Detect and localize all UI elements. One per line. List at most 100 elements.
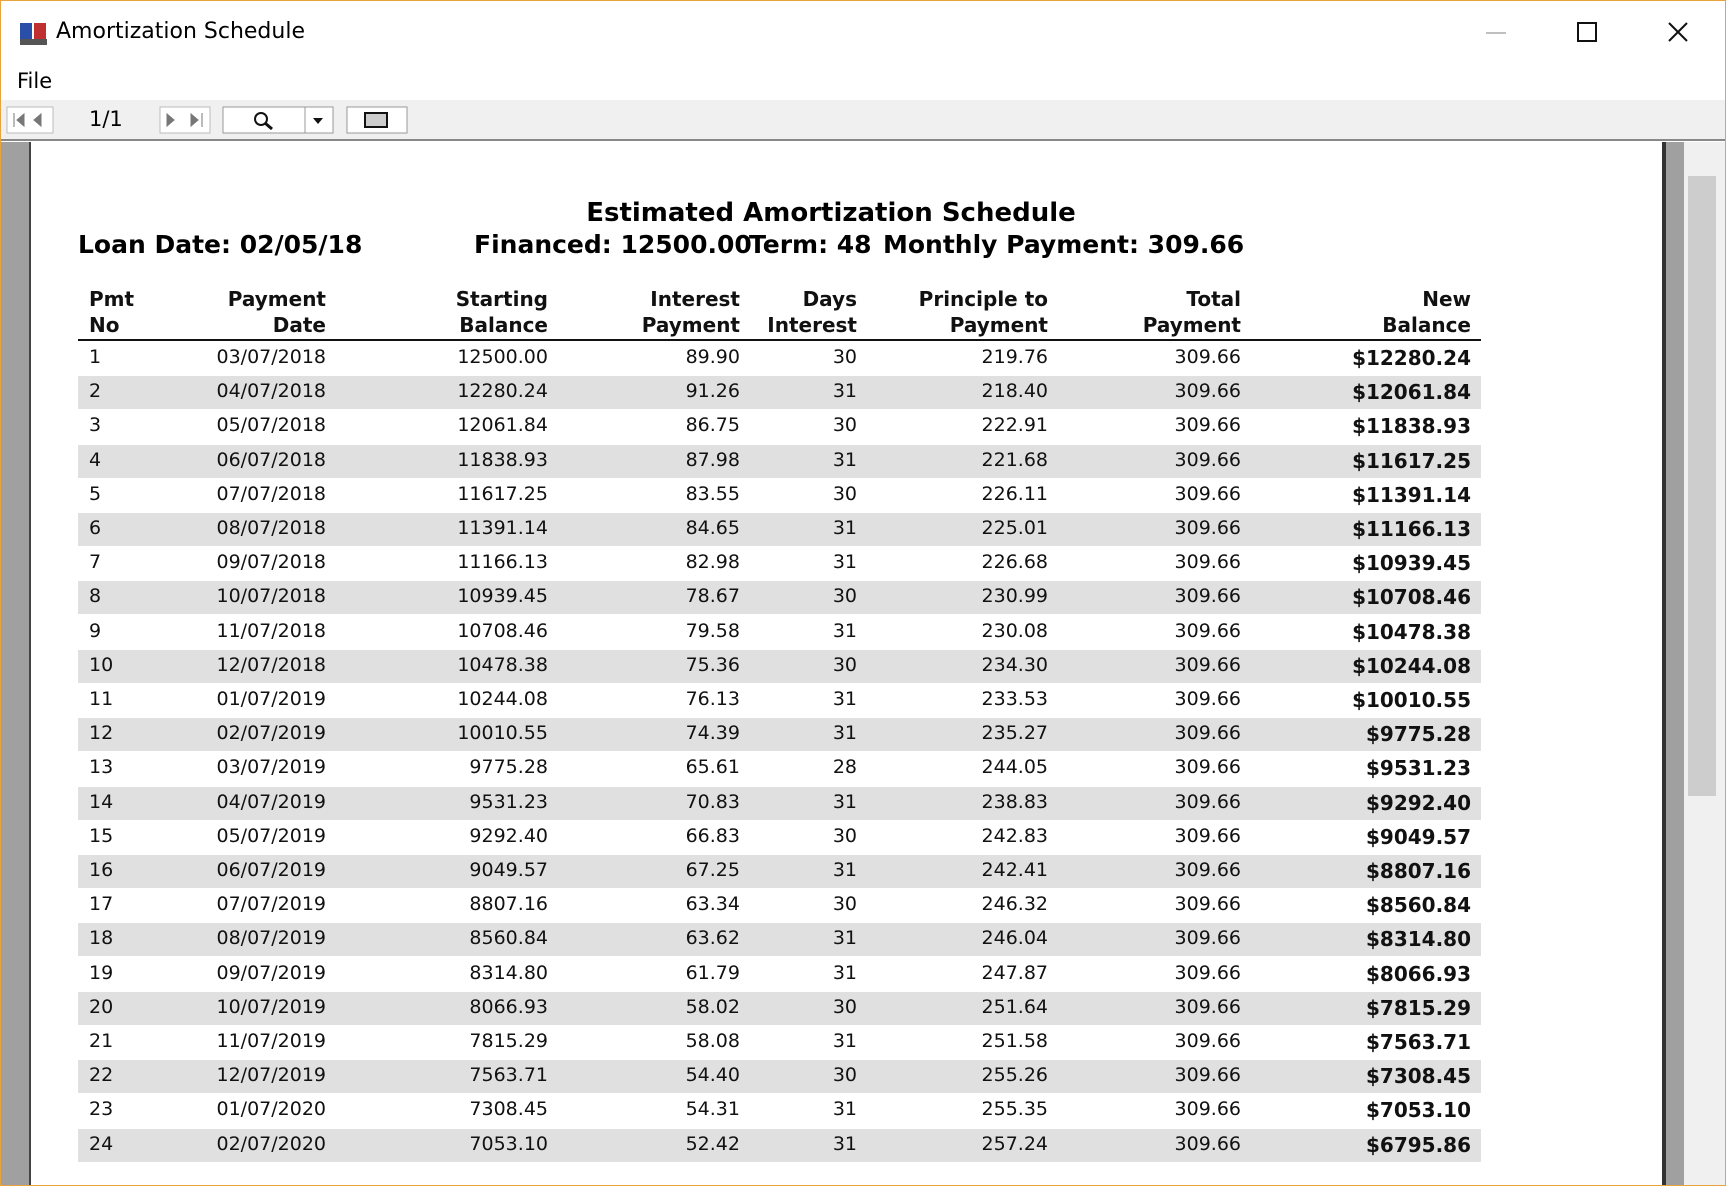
- table-cell: 12: [89, 722, 114, 745]
- row-shade: [78, 513, 1481, 546]
- table-cell: 234.30: [981, 653, 1048, 676]
- table-cell: 31: [832, 927, 857, 950]
- table-cell: 54.40: [685, 1064, 740, 1087]
- table-cell: 3: [89, 414, 102, 437]
- column-header: Balance: [1382, 313, 1471, 337]
- table-cell: 309.66: [1174, 1132, 1241, 1155]
- scrollbar[interactable]: [1684, 142, 1725, 1185]
- table-cell: 76.13: [685, 688, 740, 710]
- table-cell: 31: [832, 722, 857, 745]
- row-shade: [78, 649, 1481, 683]
- table-cell: 309.66: [1174, 619, 1241, 642]
- table-cell: 10478.38: [457, 653, 548, 676]
- table-cell: 11/07/2018: [216, 619, 326, 642]
- table-cell: 82.98: [685, 551, 740, 574]
- table-cell: 7: [89, 551, 102, 574]
- menu-file[interactable]: File: [17, 69, 53, 93]
- table-cell: 9292.40: [469, 824, 548, 847]
- table-cell: 309.66: [1174, 688, 1241, 710]
- table-cell: 04/07/2019: [216, 790, 326, 813]
- table-cell: 238.83: [981, 790, 1048, 813]
- table-cell: $12280.24: [1352, 346, 1471, 370]
- window-controls[interactable]: [1471, 15, 1711, 51]
- table-cell: 8560.84: [469, 927, 548, 950]
- table-cell: $9049.57: [1365, 824, 1471, 849]
- column-header: Total: [1186, 287, 1241, 311]
- table-cell: 31: [832, 859, 857, 881]
- table-cell: 12/07/2018: [216, 653, 326, 676]
- table-cell: 31: [832, 448, 857, 471]
- table-cell: 15: [89, 824, 114, 847]
- table-cell: 8314.80: [469, 961, 548, 984]
- row-shade: [78, 786, 1481, 820]
- table-cell: 19: [89, 961, 114, 984]
- table-cell: 63.62: [685, 927, 740, 950]
- table-cell: 16: [89, 859, 114, 881]
- table-cell: 07/07/2018: [216, 482, 326, 505]
- table-cell: 230.99: [981, 585, 1048, 608]
- column-header: Payment: [641, 313, 740, 337]
- table-cell: 11: [89, 688, 114, 710]
- table-cell: $12061.84: [1352, 380, 1471, 405]
- table-cell: 66.83: [685, 824, 740, 847]
- table-cell: $11166.13: [1352, 517, 1471, 541]
- row-shade: [78, 923, 1481, 957]
- column-header: Payment: [1142, 313, 1241, 337]
- table-cell: $7815.29: [1365, 995, 1471, 1020]
- table-cell: 309.66: [1174, 1098, 1241, 1121]
- toolbar-buttons[interactable]: [5, 105, 415, 135]
- table-cell: $11838.93: [1352, 414, 1471, 439]
- term: Term: 48: [749, 230, 872, 259]
- table-cell: 309.66: [1174, 824, 1241, 847]
- table-cell: 22: [89, 1064, 114, 1087]
- table-cell: 05/07/2018: [216, 414, 326, 437]
- table-cell: 246.32: [981, 893, 1048, 916]
- table-cell: 9775.28: [469, 756, 548, 779]
- report-page: Estimated Amortization Schedule Loan Dat…: [31, 142, 1658, 1182]
- table-cell: 30: [832, 346, 857, 368]
- table-cell: 02/07/2020: [216, 1132, 326, 1155]
- table-cell: $10244.08: [1352, 653, 1471, 678]
- table-cell: 230.08: [981, 619, 1048, 642]
- table-cell: 61.79: [685, 961, 740, 984]
- table-cell: 03/07/2019: [216, 756, 326, 779]
- table-cell: 9: [89, 619, 102, 642]
- table-cell: 74.39: [685, 722, 740, 745]
- table-cell: 309.66: [1174, 346, 1241, 368]
- table-cell: 06/07/2018: [216, 448, 326, 471]
- table-cell: 242.83: [981, 824, 1048, 847]
- table-cell: 30: [832, 414, 857, 437]
- table-cell: 4: [89, 448, 102, 471]
- table-cell: 257.24: [981, 1132, 1048, 1155]
- table-cell: 31: [832, 1030, 857, 1052]
- table-cell: 31: [832, 961, 857, 984]
- table-cell: 309.66: [1174, 585, 1241, 608]
- table-cell: 10/07/2018: [216, 585, 326, 608]
- table-cell: 251.64: [981, 995, 1048, 1018]
- table-cell: 11/07/2019: [216, 1030, 326, 1052]
- row-shade: [78, 444, 1481, 478]
- table-cell: 244.05: [981, 756, 1048, 779]
- table-cell: 10: [89, 653, 114, 676]
- table-cell: 31: [832, 790, 857, 813]
- table-cell: 219.76: [981, 346, 1048, 368]
- table-cell: 7053.10: [469, 1132, 548, 1155]
- table-cell: 9531.23: [469, 790, 548, 813]
- table-cell: 65.61: [685, 756, 740, 779]
- table-cell: 52.42: [685, 1132, 740, 1155]
- table-cell: $10708.46: [1352, 585, 1471, 610]
- app-icon: [20, 23, 47, 45]
- viewer-margin-right: [1662, 142, 1688, 1185]
- table-cell: 30: [832, 585, 857, 608]
- row-shade: [78, 581, 1481, 615]
- table-cell: 06/07/2019: [216, 859, 326, 881]
- table-cell: 8: [89, 585, 102, 608]
- table-cell: 10708.46: [457, 619, 548, 642]
- row-shade: [78, 855, 1481, 888]
- table-cell: 7563.71: [469, 1064, 548, 1087]
- column-header: No: [89, 313, 120, 337]
- table-cell: 11166.13: [457, 551, 548, 574]
- table-cell: 31: [832, 1132, 857, 1155]
- table-cell: 1: [89, 346, 102, 368]
